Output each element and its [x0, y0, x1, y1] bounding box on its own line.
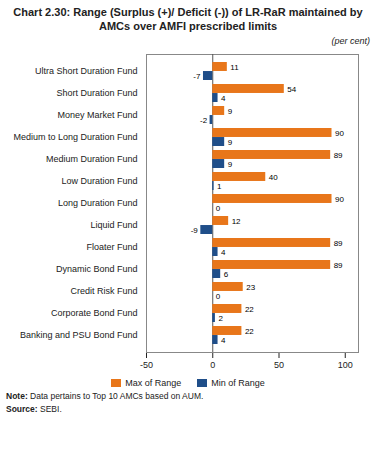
svg-text:Long Duration Fund: Long Duration Fund — [58, 198, 138, 208]
svg-text:89: 89 — [334, 150, 343, 159]
svg-text:-7: -7 — [193, 71, 201, 80]
svg-text:89: 89 — [334, 238, 343, 247]
svg-text:4: 4 — [221, 335, 226, 344]
html-text:Source: SEBI.: Source: SEBI. — [6, 403, 62, 414]
svg-text:4: 4 — [221, 93, 226, 102]
svg-text:Dynamic Bond Fund: Dynamic Bond Fund — [56, 264, 138, 274]
svg-text:90: 90 — [335, 194, 344, 203]
svg-text:50: 50 — [274, 359, 284, 369]
svg-text:4: 4 — [221, 247, 226, 256]
svg-text:Short Duration Fund: Short Duration Fund — [56, 88, 137, 98]
svg-text:Ultra Short Duration Fund: Ultra Short Duration Fund — [35, 66, 138, 76]
html-text:(per cent): (per cent) — [331, 35, 370, 46]
svg-text:Banking and PSU Bond Fund: Banking and PSU Bond Fund — [20, 330, 138, 340]
html-text:Note: Data pertains to Top 10: Note: Data pertains to Top 10 AMCs based… — [6, 390, 204, 401]
svg-text:40: 40 — [269, 172, 278, 181]
svg-text:Medium to Long Duration Fund: Medium to Long Duration Fund — [13, 132, 137, 142]
svg-text:Liquid Fund: Liquid Fund — [90, 220, 137, 230]
svg-text:90: 90 — [335, 128, 344, 137]
svg-text:Money Market Fund: Money Market Fund — [57, 110, 137, 120]
svg-text:12: 12 — [232, 216, 241, 225]
svg-text:-9: -9 — [191, 225, 199, 234]
svg-text:-50: -50 — [140, 359, 153, 369]
svg-text:54: 54 — [287, 84, 296, 93]
svg-text:0: 0 — [216, 291, 221, 300]
svg-text:Credit Risk Fund: Credit Risk Fund — [70, 286, 137, 296]
svg-text:0: 0 — [210, 359, 215, 369]
svg-text:89: 89 — [334, 260, 343, 269]
svg-text:Medium Duration Fund: Medium Duration Fund — [46, 154, 138, 164]
html-text:Min of Range: Min of Range — [211, 377, 265, 388]
svg-text:9: 9 — [228, 159, 233, 168]
svg-text:100: 100 — [338, 359, 353, 369]
svg-text:1: 1 — [217, 181, 222, 190]
svg-text:23: 23 — [246, 282, 255, 291]
svg-text:11: 11 — [230, 62, 239, 71]
svg-text:22: 22 — [245, 304, 254, 313]
svg-text:9: 9 — [228, 106, 233, 115]
html-text:Chart 2.30: Range (Surplus (+): Chart 2.30: Range (Surplus (+)/ Deficit … — [13, 6, 363, 33]
svg-text:22: 22 — [245, 326, 254, 335]
svg-text:9: 9 — [228, 137, 233, 146]
svg-text:0: 0 — [216, 203, 221, 212]
svg-text:2: 2 — [218, 313, 223, 322]
svg-text:Low Duration Fund: Low Duration Fund — [61, 176, 137, 186]
svg-text:Floater Fund: Floater Fund — [86, 242, 137, 252]
html-text:Max of Range: Max of Range — [125, 377, 182, 388]
svg-text:-2: -2 — [200, 115, 208, 124]
svg-text:Corporate Bond Fund: Corporate Bond Fund — [51, 308, 138, 318]
svg-text:6: 6 — [224, 269, 229, 278]
